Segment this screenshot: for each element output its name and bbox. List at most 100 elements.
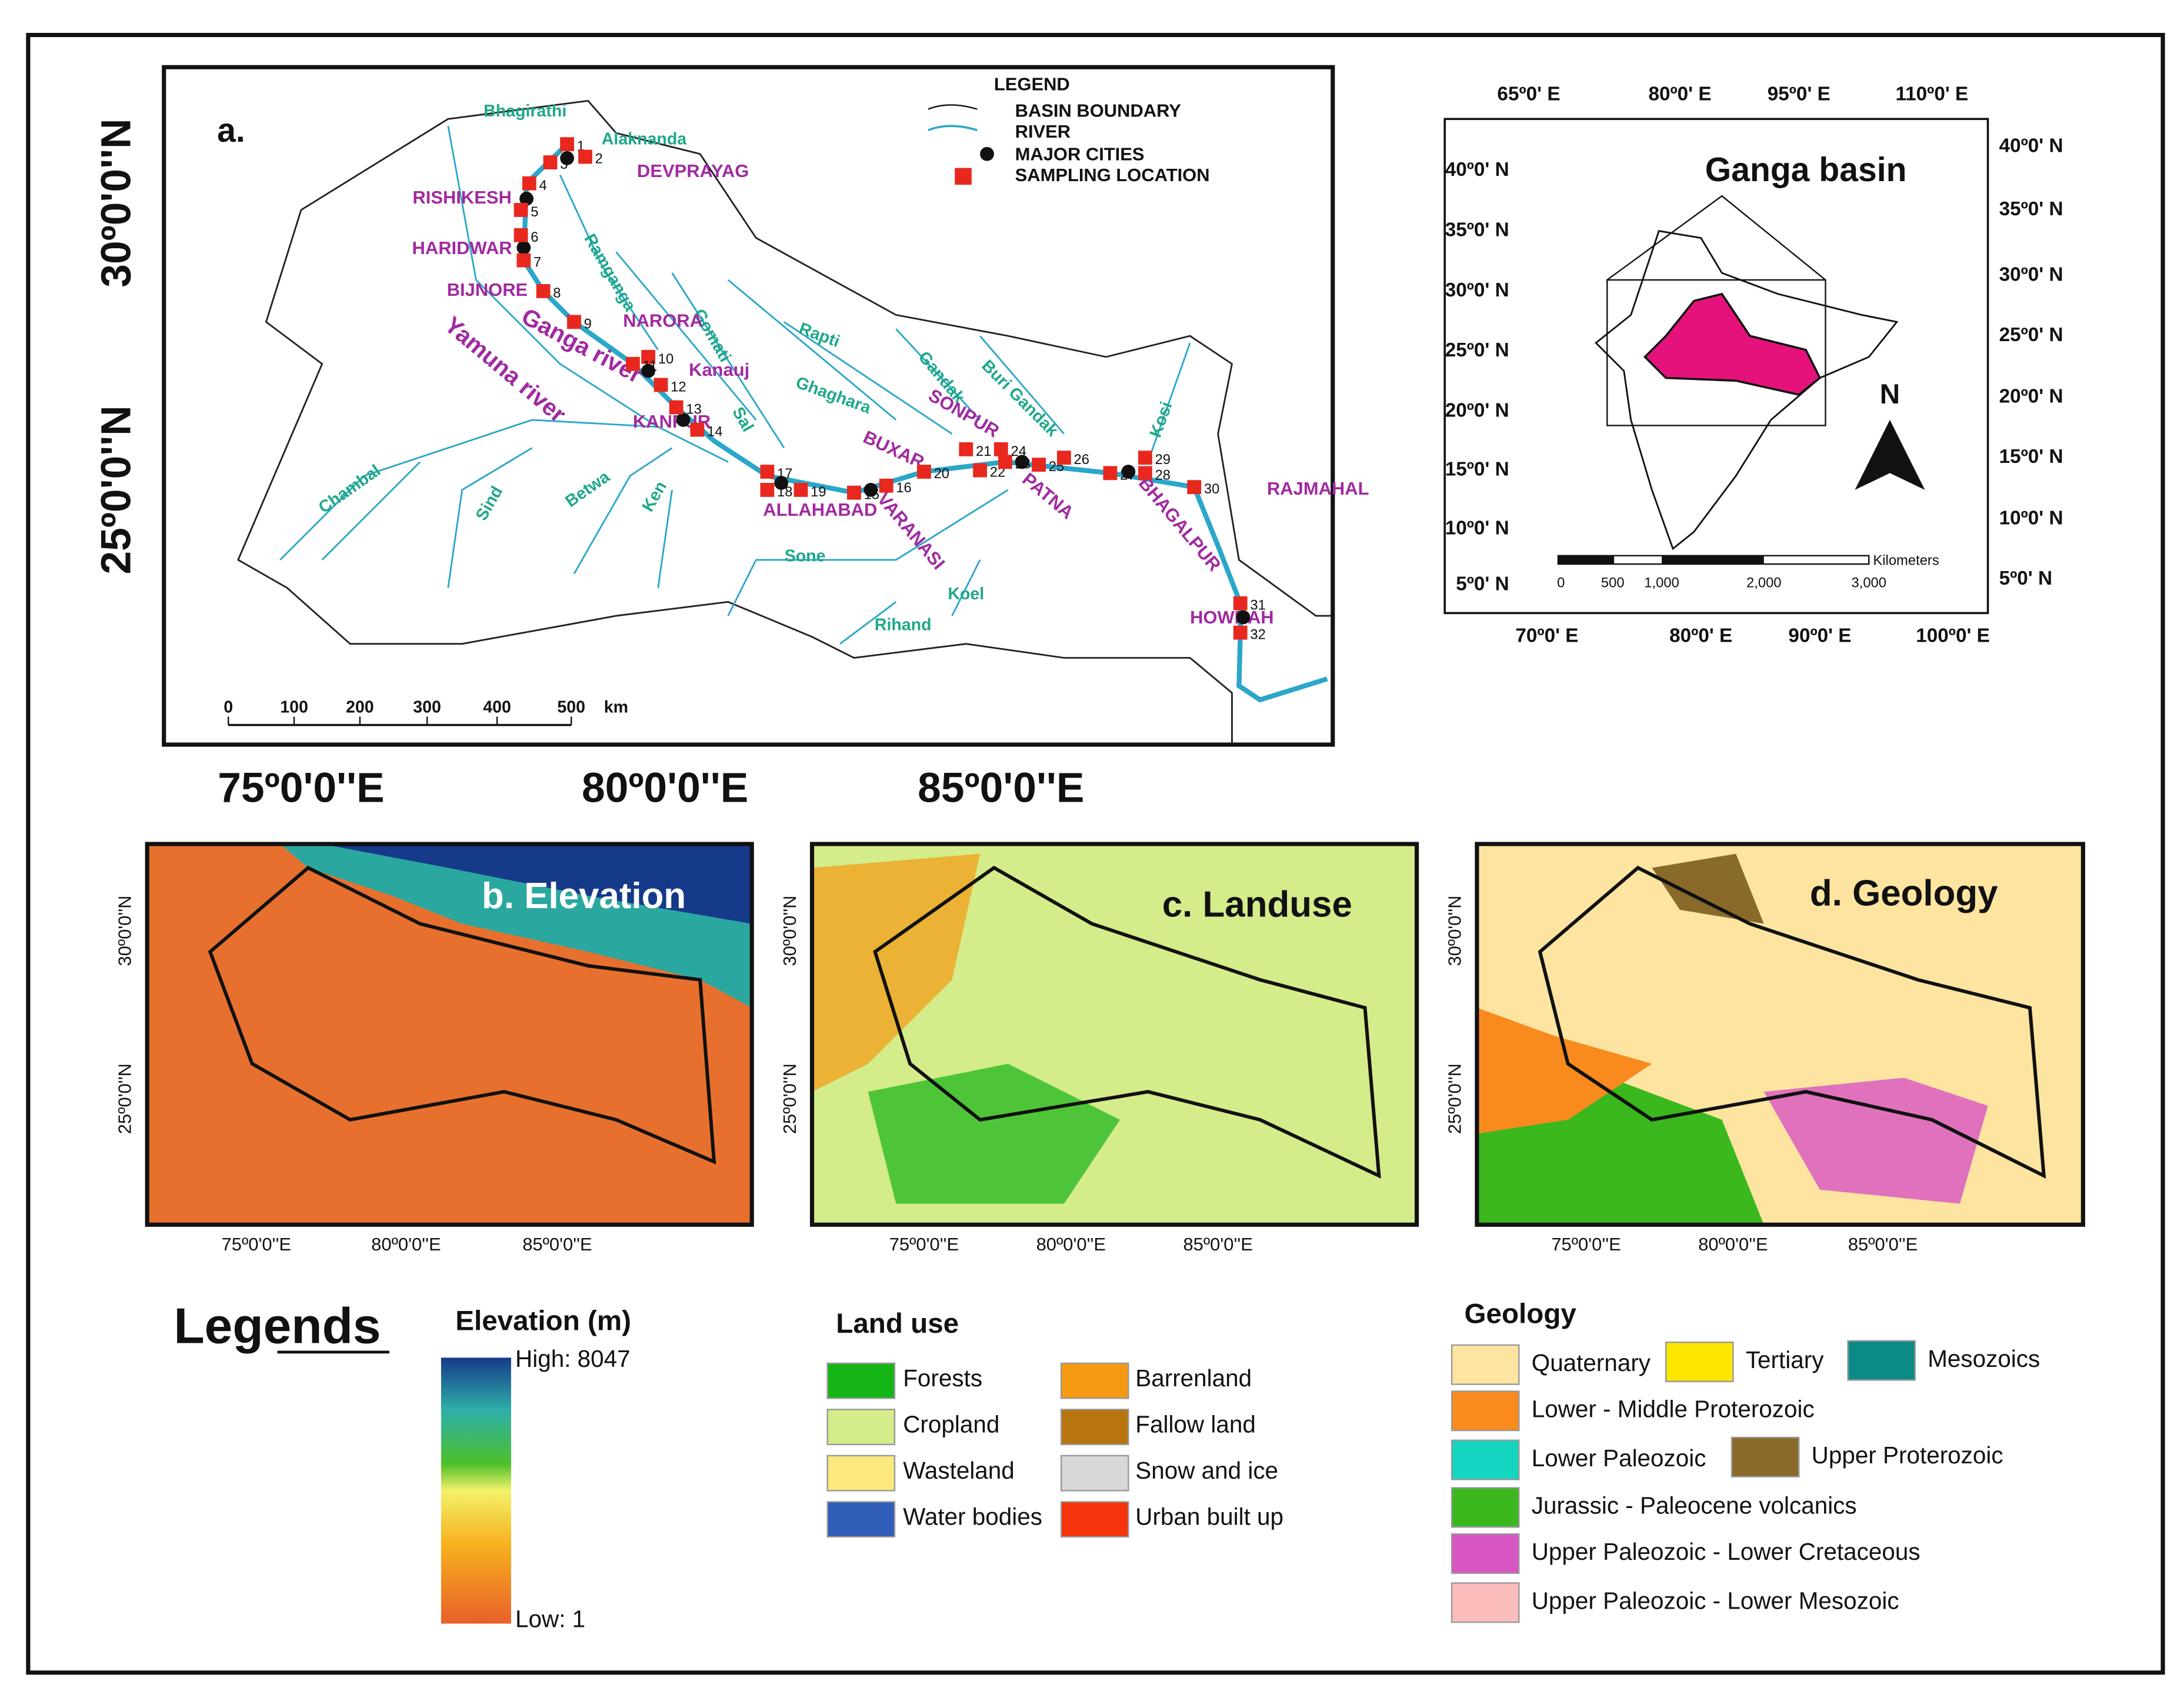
sampling-point — [536, 284, 551, 298]
sampling-point — [1103, 466, 1118, 481]
inset-lat-label: 20º0' N — [1445, 399, 1509, 421]
lon-label: 75º0'0''E — [1551, 1234, 1621, 1255]
geology-swatch — [1730, 1436, 1800, 1477]
inset-lat-label: 5º0' N — [1999, 568, 2052, 589]
sampling-point — [514, 203, 528, 217]
city-label: Kanauj — [689, 359, 749, 380]
sampling-point — [1057, 451, 1071, 465]
landuse-title: Land use — [836, 1308, 959, 1339]
sampling-point — [1187, 480, 1202, 495]
sampling-number: 10 — [658, 351, 673, 367]
north-label: N — [1880, 379, 1900, 410]
sampling-point — [522, 176, 536, 191]
sampling-point — [514, 228, 528, 242]
geology-swatch — [1451, 1487, 1520, 1528]
inset-lon-label: 80º0' E — [1648, 84, 1711, 105]
legends-title: Legends — [174, 1297, 381, 1354]
panel-title: d. Geology — [1810, 873, 1998, 913]
panel-b-highpeaks — [322, 844, 752, 924]
city-dot — [863, 483, 878, 497]
sampling-number: 20 — [934, 466, 949, 482]
city-label: HOWRAH — [1190, 607, 1274, 628]
north-arrow — [1855, 419, 1925, 490]
landuse-swatch — [826, 1362, 896, 1399]
panel-c-frame — [809, 842, 1419, 1227]
inset-lon-label: 110º0' E — [1895, 84, 1968, 105]
sampling-point — [641, 349, 656, 364]
sampling-point — [760, 465, 775, 479]
river-label: Ken — [638, 478, 671, 515]
lat-label: 25º0'0''N — [779, 1063, 800, 1134]
lon-label: 80º0'0''E — [1698, 1234, 1768, 1255]
sampling-point — [1233, 596, 1248, 611]
india-outline — [1595, 230, 1899, 551]
landuse-label: Cropland — [903, 1411, 999, 1438]
sampling-point — [1032, 458, 1046, 472]
sampling-number: 31 — [1250, 598, 1265, 613]
inset-frame — [1443, 118, 1989, 615]
geology-label: Lower Paleozoic — [1532, 1445, 1706, 1472]
landuse-swatch — [1060, 1455, 1129, 1492]
city-label: BIJNORE — [447, 279, 528, 300]
sampling-number: 16 — [896, 480, 911, 496]
legend-item: BASIN BOUNDARY — [1015, 101, 1182, 121]
panel-d-cretaceous — [1763, 1077, 1988, 1204]
panel-c-barren — [812, 853, 981, 1092]
geology-swatch — [1451, 1439, 1520, 1480]
river-label: Betwa — [562, 467, 613, 511]
inset-scale-seg — [1558, 555, 1615, 565]
inset-lat-label: 20º0' N — [1999, 386, 2063, 408]
city-label: RISHIKESH — [412, 187, 511, 208]
geology-swatch — [1451, 1582, 1520, 1623]
landuse-swatch — [1060, 1409, 1129, 1446]
geology-label: Tertiary — [1746, 1346, 1824, 1373]
panel-b-frame — [145, 842, 754, 1227]
landuse-label: Fallow land — [1135, 1411, 1256, 1438]
sampling-number: 7 — [534, 255, 541, 271]
sampling-number: 21 — [976, 443, 991, 459]
panel-d-frame — [1475, 842, 2085, 1227]
sampling-point — [516, 253, 531, 268]
geology-label: Jurassic - Paleocene volcanics — [1532, 1492, 1857, 1519]
sampling-number: 32 — [1250, 627, 1265, 643]
sampling-point — [917, 465, 931, 479]
sampling-point — [690, 422, 705, 437]
geology-swatch — [1451, 1390, 1520, 1432]
sampling-point — [998, 455, 1012, 469]
lat-label: 25º0'0''N — [115, 1063, 135, 1134]
legend-title: LEGEND — [994, 74, 1070, 94]
landuse-label: Water bodies — [903, 1503, 1042, 1530]
panel-d-upper-proterozoic — [1652, 853, 1764, 924]
river-label: Kosi — [1146, 399, 1176, 440]
sampling-number: 3 — [560, 156, 568, 172]
lon-label: 75º0'0''E — [889, 1234, 959, 1255]
geology-label: Upper Paleozoic - Lower Cretaceous — [1532, 1538, 1920, 1565]
sampling-point — [1138, 451, 1152, 465]
inset-lon-label: 65º0' E — [1497, 84, 1560, 105]
inset-scale-label: 1,000 — [1644, 575, 1679, 591]
inset-scale-label: 2,000 — [1746, 575, 1782, 591]
sampling-number: 29 — [1155, 452, 1171, 468]
sampling-number: 8 — [553, 285, 561, 301]
panel-label: a. — [217, 112, 245, 149]
geology-label: Upper Proterozoic — [1812, 1442, 2003, 1469]
river-label: Bhagirathi — [484, 102, 566, 121]
inset-lon-label: 80º0' E — [1669, 625, 1732, 647]
inset-lat-label: 25º0' N — [1445, 339, 1509, 361]
sampling-number: 19 — [811, 484, 826, 500]
inset-lat-label: 15º0' N — [1445, 458, 1509, 480]
sampling-point — [543, 155, 558, 169]
inset-scale-label: 3,000 — [1852, 575, 1887, 591]
river-label: Rihand — [875, 615, 932, 634]
legend-symbol-city — [980, 146, 994, 161]
inset-lon-label: 95º0' E — [1768, 84, 1830, 105]
lat-label: 25º0'0''N — [1444, 1063, 1465, 1134]
city-label: RAJMAHAL — [1267, 478, 1369, 499]
sampling-point — [793, 483, 808, 497]
legend-symbol-river — [928, 125, 978, 132]
sampling-point — [653, 378, 668, 392]
sampling-number: 28 — [1155, 467, 1171, 483]
river-label: Ramganga — [580, 231, 639, 315]
sampling-point — [993, 442, 1008, 456]
